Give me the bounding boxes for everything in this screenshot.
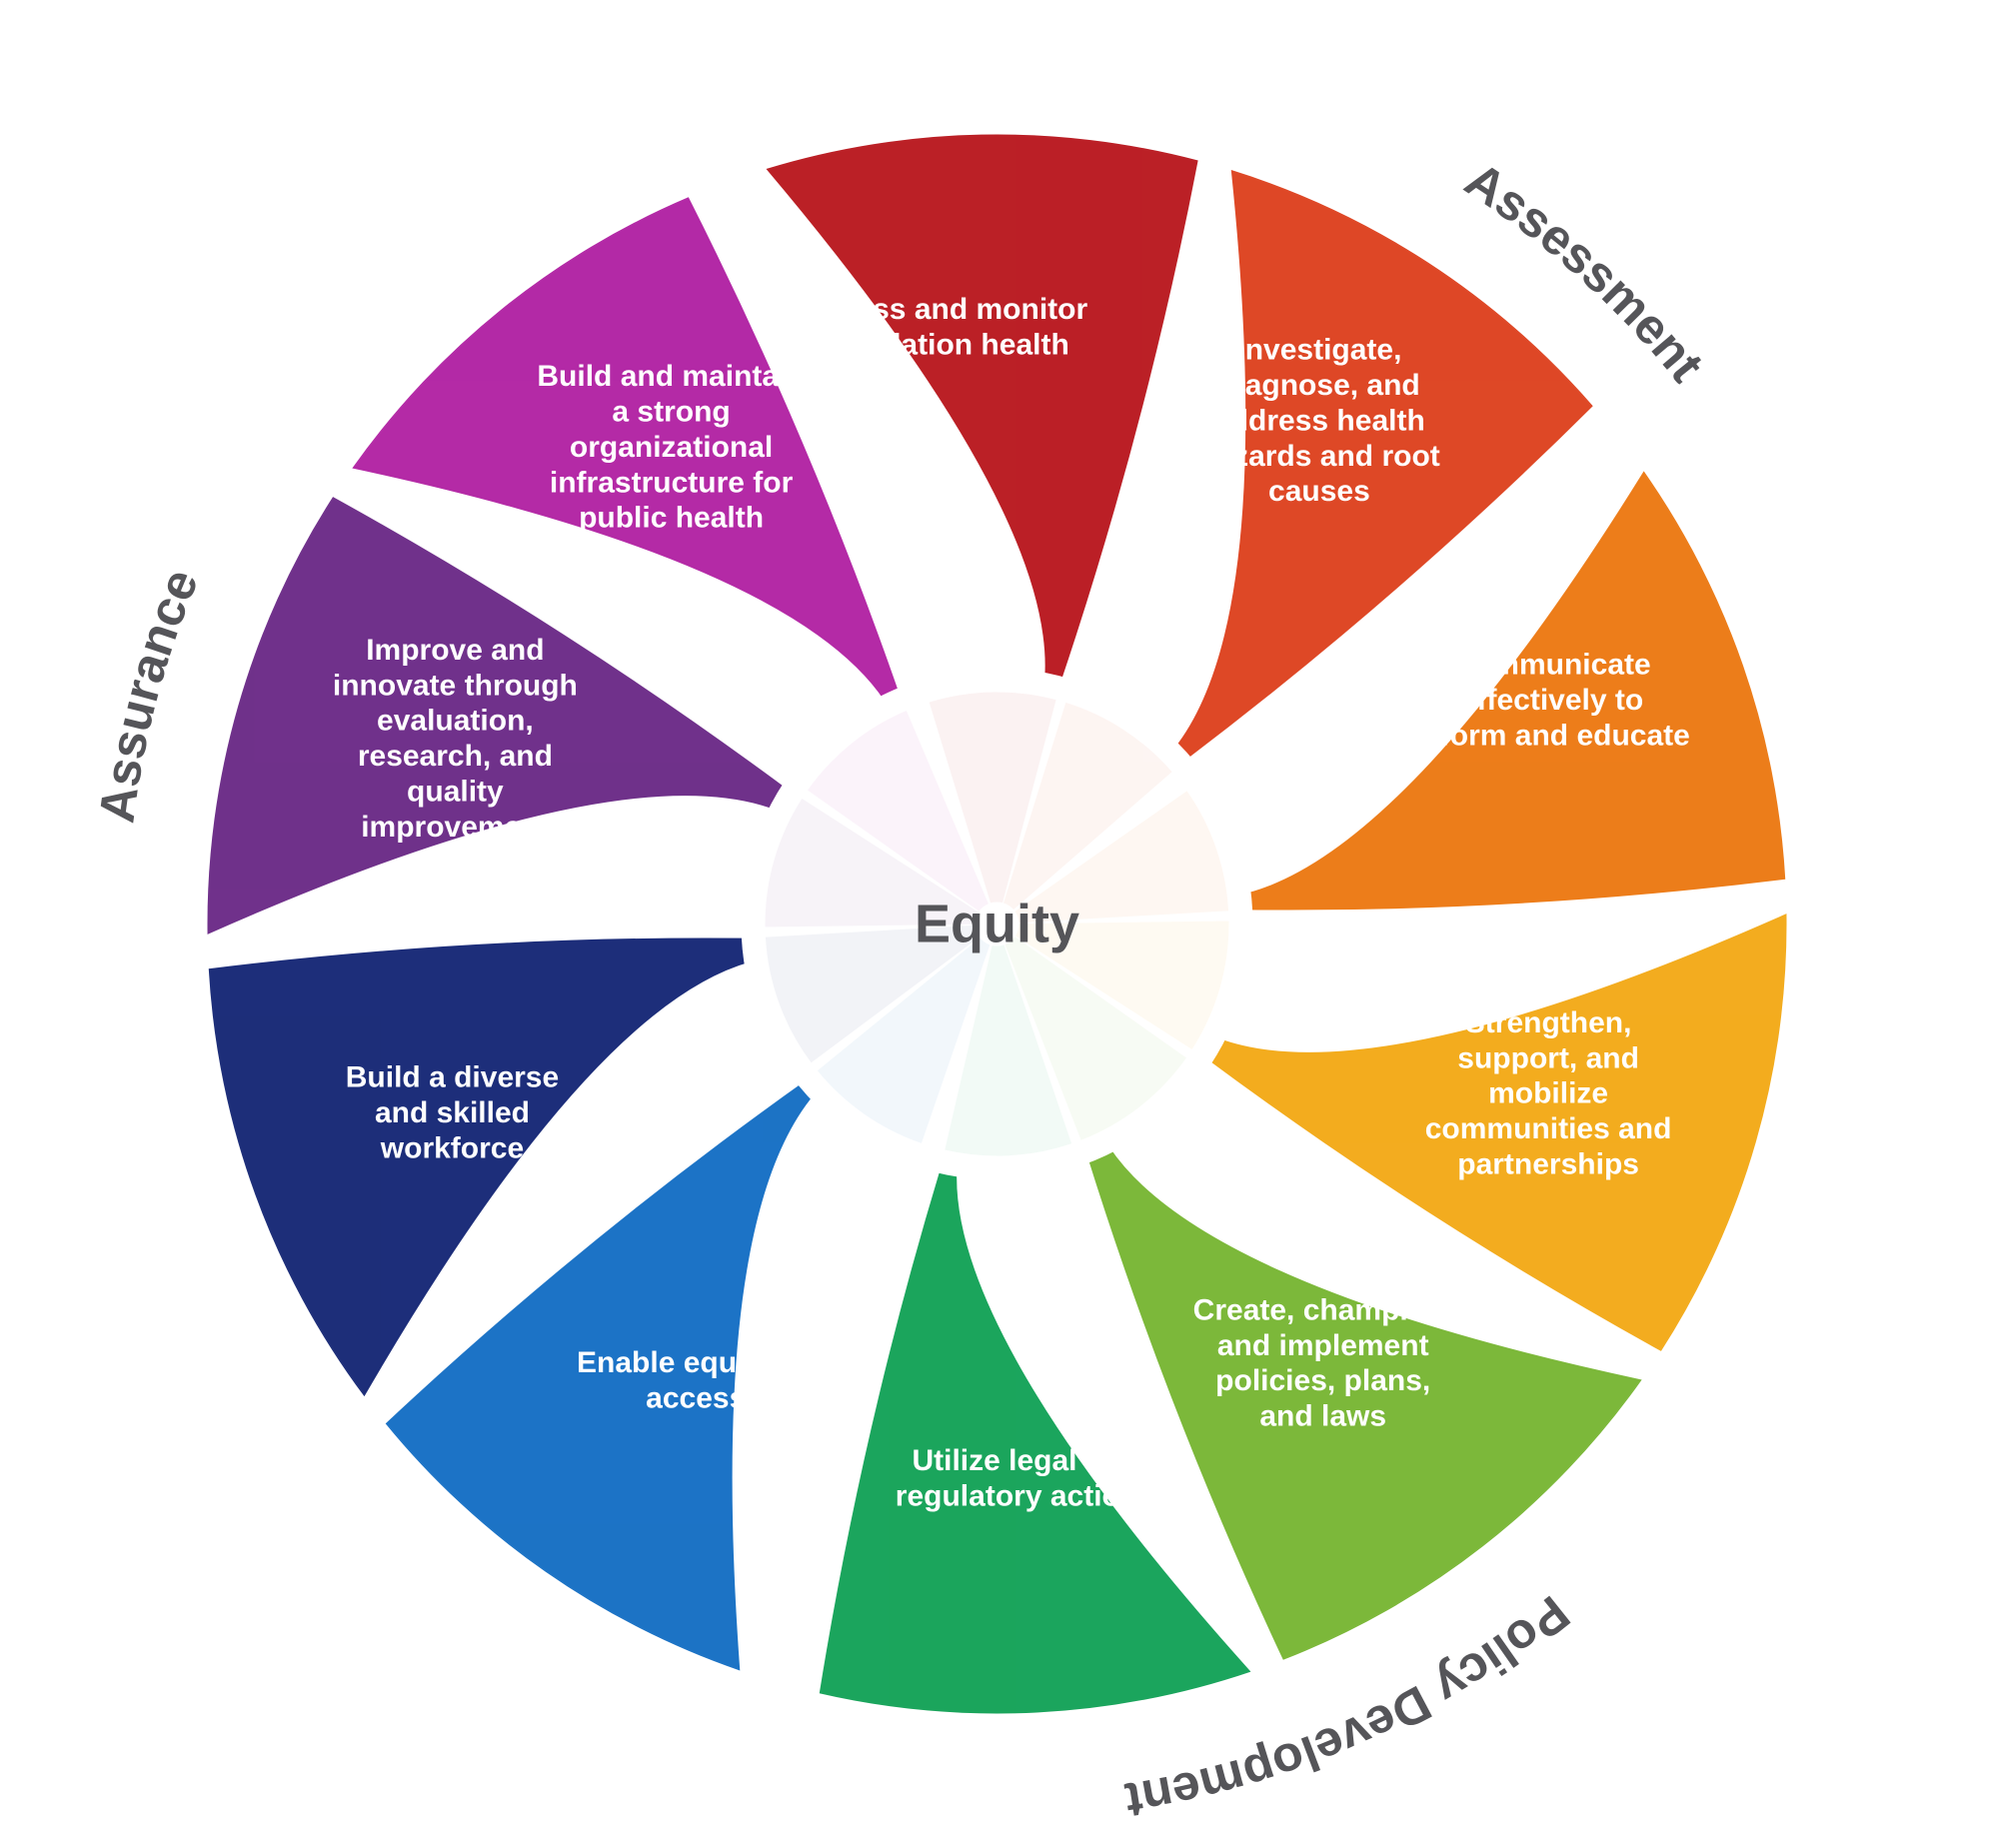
group-label-assurance: Assurance bbox=[88, 561, 209, 826]
public-health-pinwheel: EquityAssess and monitorpopulation healt… bbox=[0, 0, 1994, 1848]
center-label: Equity bbox=[915, 895, 1079, 954]
